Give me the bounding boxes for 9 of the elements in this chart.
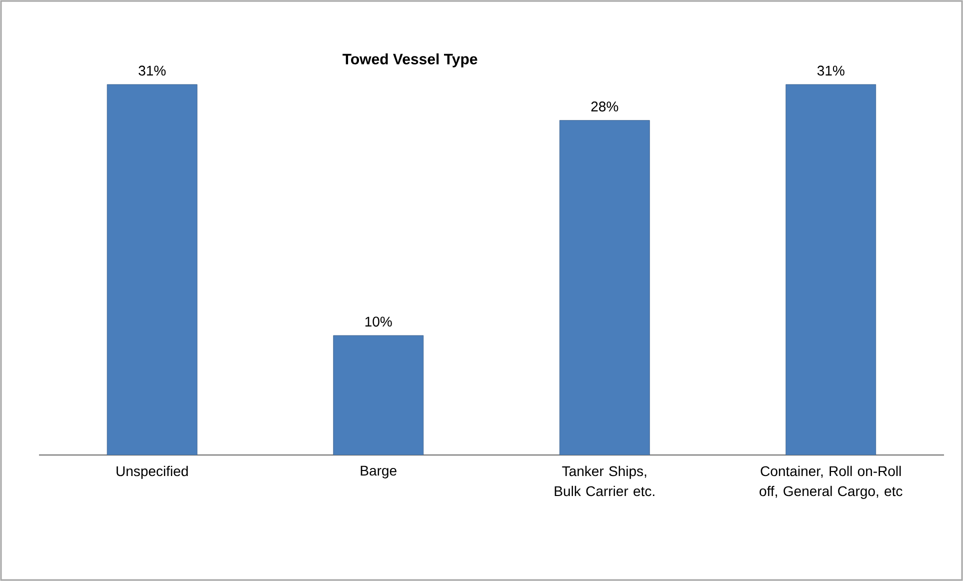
x-tick-label: Tanker Ships, Bulk Carrier etc. bbox=[554, 466, 654, 496]
x-tick-label: Container, Roll on-Roll off, General Cargo, etc bbox=[760, 466, 902, 499]
data-label: 31% bbox=[817, 66, 844, 76]
data-label: 31% bbox=[138, 66, 166, 76]
data-label: 28% bbox=[591, 102, 618, 112]
chart-title: Towed Vessel Type bbox=[342, 53, 478, 68]
x-tick-label: Barge bbox=[360, 466, 396, 478]
data-label: 10% bbox=[365, 316, 392, 327]
x-tick-label: Unspecified bbox=[116, 466, 188, 479]
